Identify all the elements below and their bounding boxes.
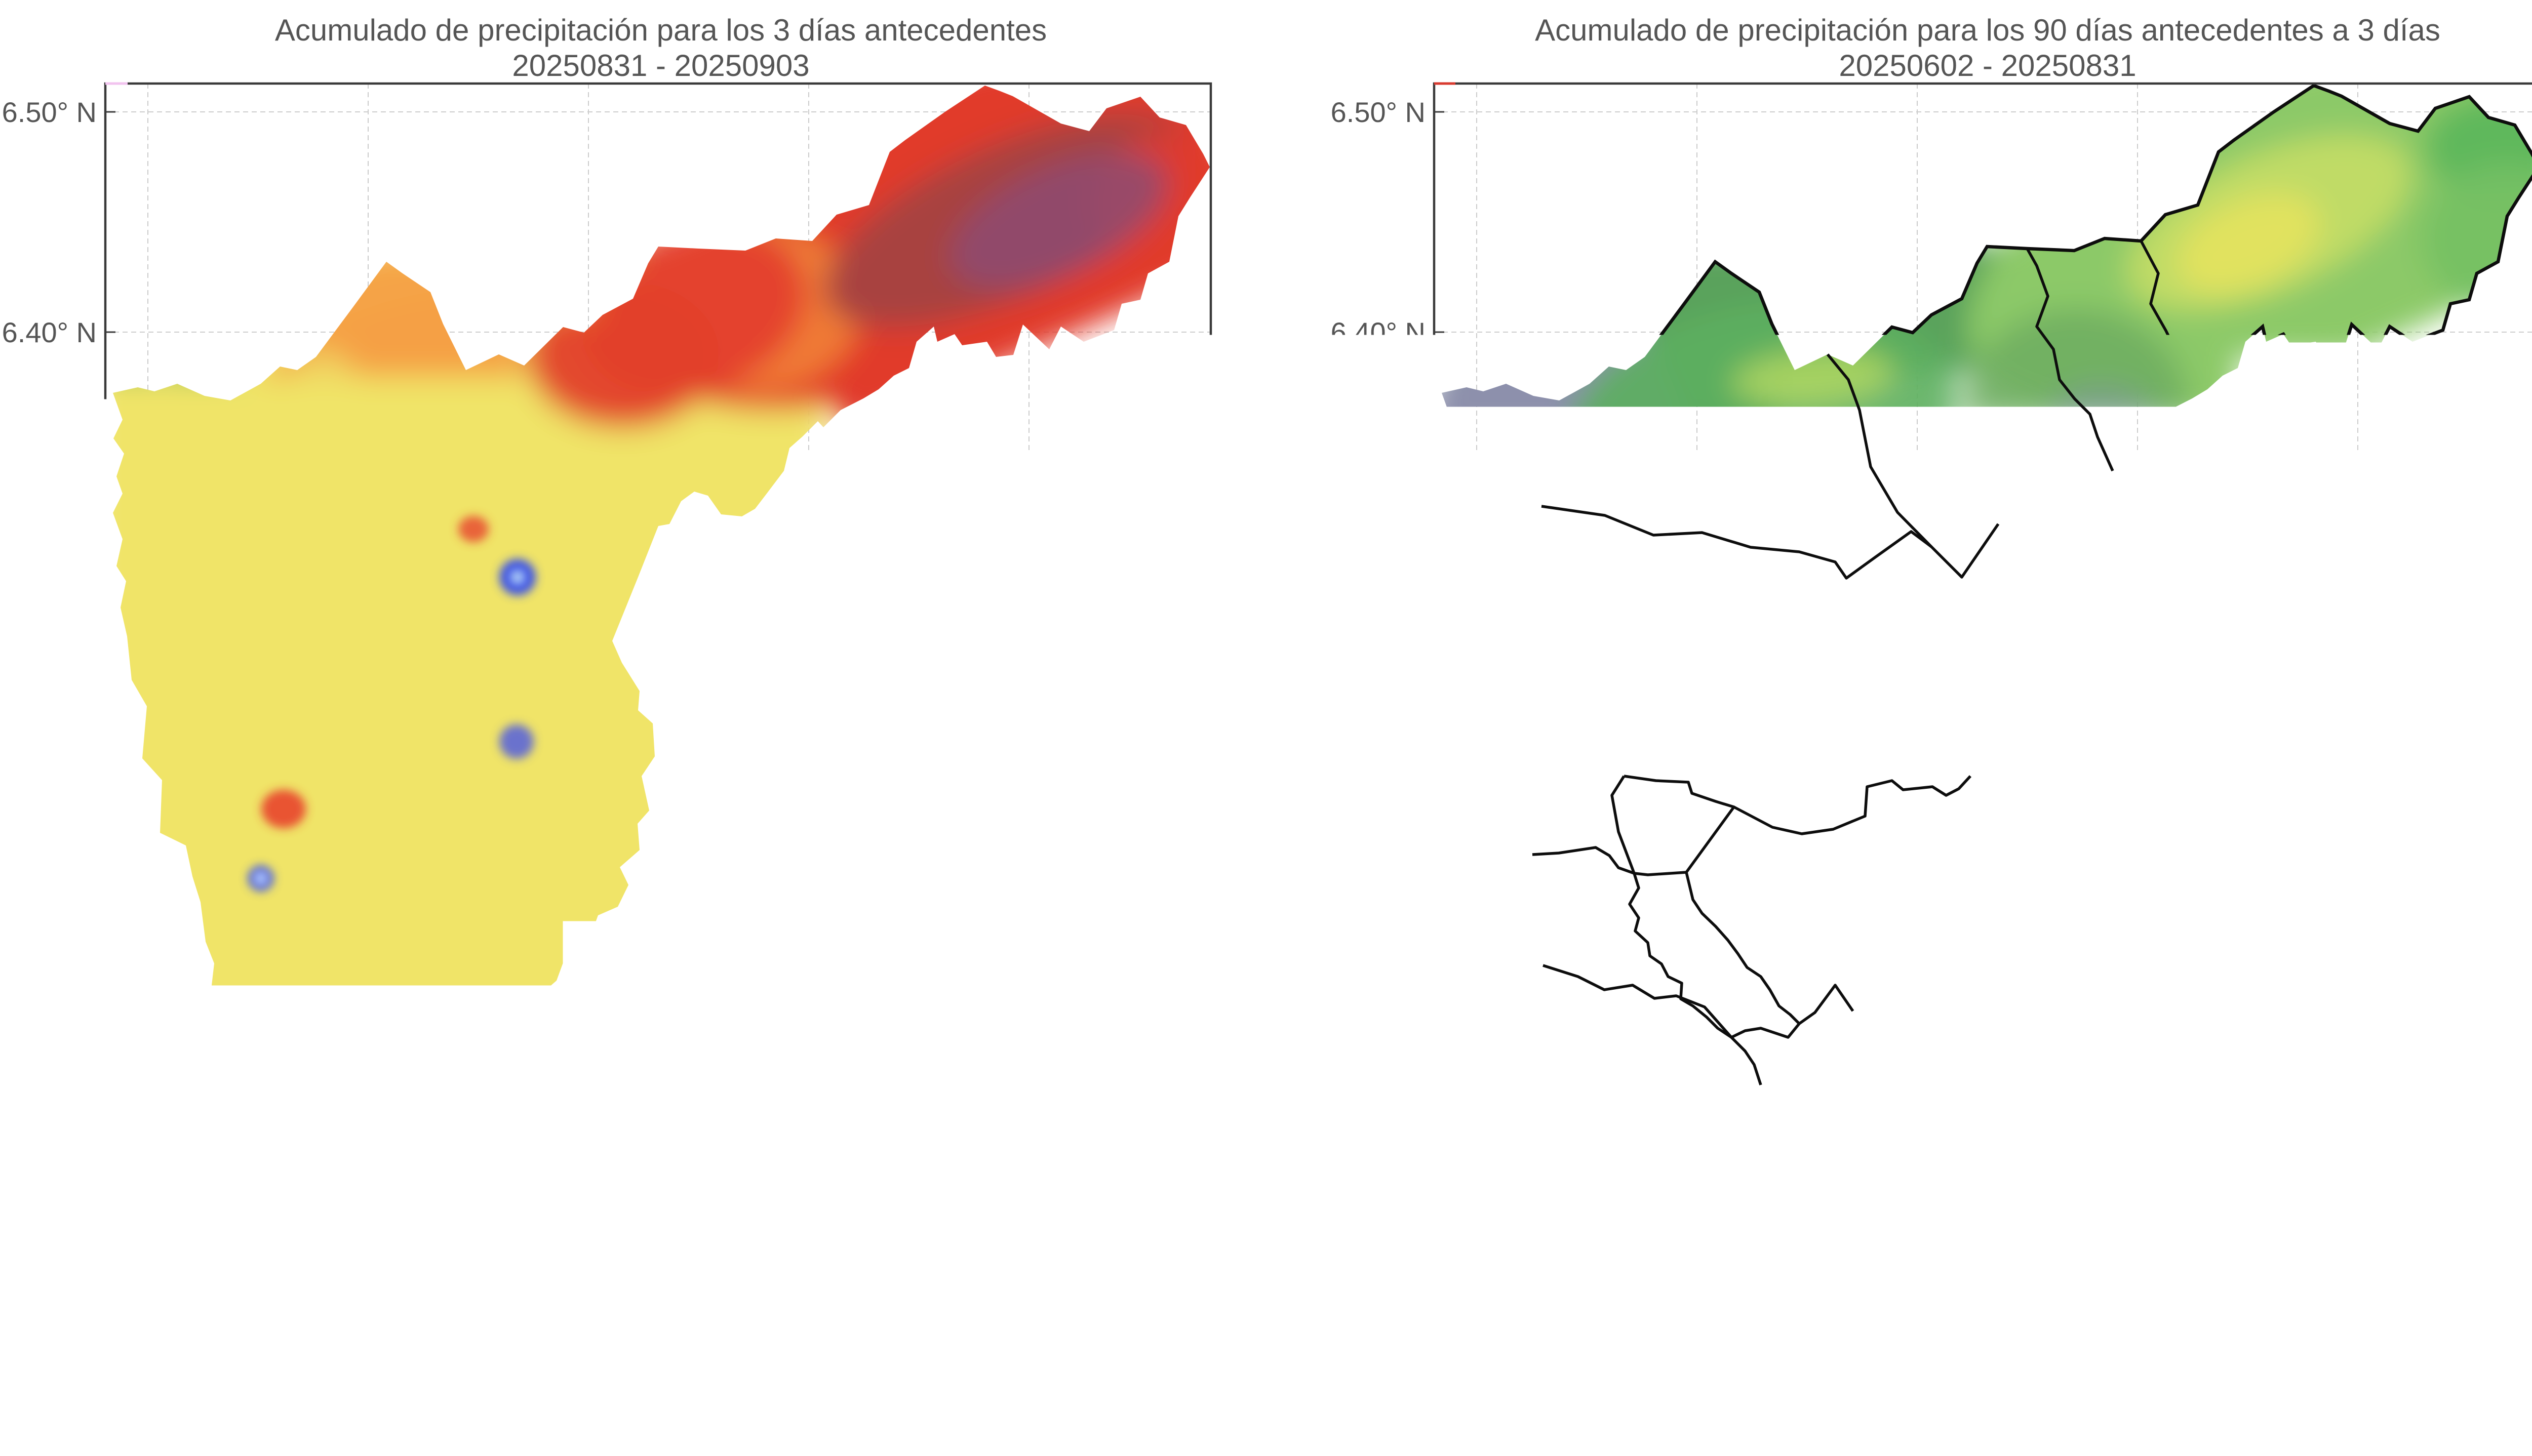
svg-text:15: 15 [286, 1361, 325, 1400]
svg-text:50: 50 [638, 1361, 676, 1400]
svg-text:75.50° W: 75.50° W [530, 1276, 647, 1308]
svg-text:6.50° N: 6.50° N [1331, 96, 1426, 128]
svg-text:6.00° N: 6.00° N [2, 1197, 97, 1229]
svg-text:60: 60 [738, 1361, 776, 1400]
svg-text:20250831 - 20250903: 20250831 - 20250903 [512, 49, 809, 83]
svg-text:Acumulado Precipitación [mm]: Acumulado Precipitación [mm] [1747, 1409, 2226, 1448]
svg-text:500: 500 [1945, 1361, 2002, 1400]
svg-text:6.10° N: 6.10° N [1331, 977, 1426, 1009]
svg-text:Acumulado de precipitación par: Acumulado de precipitación para los 90 d… [1535, 13, 2440, 47]
svg-text:100: 100 [1130, 1361, 1187, 1400]
svg-text:300: 300 [1749, 1361, 1806, 1400]
svg-text:75.50° W: 75.50° W [1859, 1276, 1976, 1308]
svg-text:75.30° W: 75.30° W [971, 1276, 1088, 1308]
svg-text:6.20° N: 6.20° N [2, 757, 97, 789]
svg-text:6.40° N: 6.40° N [2, 316, 97, 348]
svg-text:800: 800 [2240, 1361, 2297, 1400]
svg-text:75.60° W: 75.60° W [310, 1276, 427, 1308]
svg-text:6.30° N: 6.30° N [1331, 537, 1426, 569]
svg-text:900: 900 [2338, 1361, 2395, 1400]
svg-text:6.50° N: 6.50° N [2, 96, 97, 128]
svg-text:700: 700 [2142, 1361, 2199, 1400]
svg-text:100: 100 [1552, 1361, 1609, 1400]
svg-text:200: 200 [1650, 1361, 1708, 1400]
svg-text:75.30° W: 75.30° W [2300, 1276, 2417, 1308]
svg-text:10: 10 [236, 1361, 274, 1400]
svg-text:6.10° N: 6.10° N [2, 977, 97, 1009]
svg-text:0: 0 [1473, 1361, 1492, 1400]
svg-text:25: 25 [387, 1361, 425, 1400]
svg-text:6.30° N: 6.30° N [2, 537, 97, 569]
svg-text:Acumulado Precipitación [mm]: Acumulado Precipitación [mm] [418, 1409, 896, 1448]
svg-text:6.40° N: 6.40° N [1331, 316, 1426, 348]
svg-text:40: 40 [537, 1361, 576, 1400]
svg-text:75.40° W: 75.40° W [2079, 1276, 2196, 1308]
svg-text:20250602 - 20250831: 20250602 - 20250831 [1839, 49, 2136, 83]
svg-text:75.60° W: 75.60° W [1639, 1276, 1756, 1308]
svg-text:6.20° N: 6.20° N [1331, 757, 1426, 789]
svg-text:35: 35 [487, 1361, 526, 1400]
svg-text:75.70° W: 75.70° W [90, 1276, 207, 1308]
svg-text:6.00° N: 6.00° N [1331, 1197, 1426, 1229]
svg-text:20: 20 [337, 1361, 375, 1400]
svg-text:1000: 1000 [2427, 1361, 2503, 1400]
svg-text:30: 30 [437, 1361, 476, 1400]
svg-text:5: 5 [195, 1361, 215, 1400]
svg-text:1: 1 [155, 1361, 175, 1400]
svg-text:75.40° W: 75.40° W [750, 1276, 867, 1308]
svg-text:80: 80 [939, 1361, 977, 1400]
svg-text:75.70° W: 75.70° W [1418, 1276, 1535, 1308]
svg-text:400: 400 [1847, 1361, 1904, 1400]
svg-text:Acumulado de precipitación par: Acumulado de precipitación para los 3 dí… [275, 13, 1047, 47]
svg-text:600: 600 [2043, 1361, 2101, 1400]
